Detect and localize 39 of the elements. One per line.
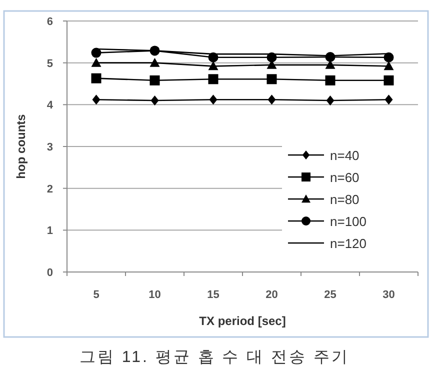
point — [266, 74, 277, 84]
y-tick-label: 5 — [46, 58, 53, 70]
x-tick-label: 25 — [324, 289, 336, 301]
legend-label: n=60 — [330, 170, 360, 185]
y-tick-label: 6 — [46, 16, 53, 28]
y-tick-label: 0 — [46, 267, 53, 279]
point — [150, 75, 160, 86]
legend-label: n=40 — [330, 148, 360, 163]
point — [150, 58, 160, 67]
x-axis-title: TX period [sec] — [199, 314, 286, 328]
x-tick-label: 20 — [266, 289, 278, 301]
y-axis-title: hop counts — [14, 114, 28, 179]
x-tick-label: 30 — [382, 289, 395, 301]
point — [326, 95, 334, 106]
x-tick-label: 15 — [207, 289, 220, 301]
point — [325, 75, 336, 86]
y-tick-label: 3 — [46, 142, 53, 154]
legend-label: n=120 — [330, 236, 367, 251]
y-tick-label: 2 — [46, 183, 53, 196]
caption: 그림 11. 평균 홉 수 대 전송 주기 — [79, 349, 350, 366]
legend-label: n=100 — [330, 214, 367, 229]
x-tick-label: 5 — [93, 289, 100, 301]
point — [150, 95, 159, 106]
legend-label: n=80 — [330, 192, 360, 207]
point — [91, 58, 102, 67]
point — [208, 74, 218, 84]
point — [268, 94, 276, 105]
x-tick-label: 10 — [148, 289, 161, 301]
point — [91, 48, 102, 58]
point — [91, 73, 102, 84]
point — [384, 61, 394, 70]
y-tick-label: 1 — [46, 225, 53, 238]
point — [384, 52, 394, 62]
y-tick-label: 4 — [46, 100, 54, 112]
point — [209, 94, 218, 105]
point — [384, 75, 394, 86]
point — [384, 94, 393, 105]
point — [208, 61, 218, 70]
point — [92, 94, 100, 105]
